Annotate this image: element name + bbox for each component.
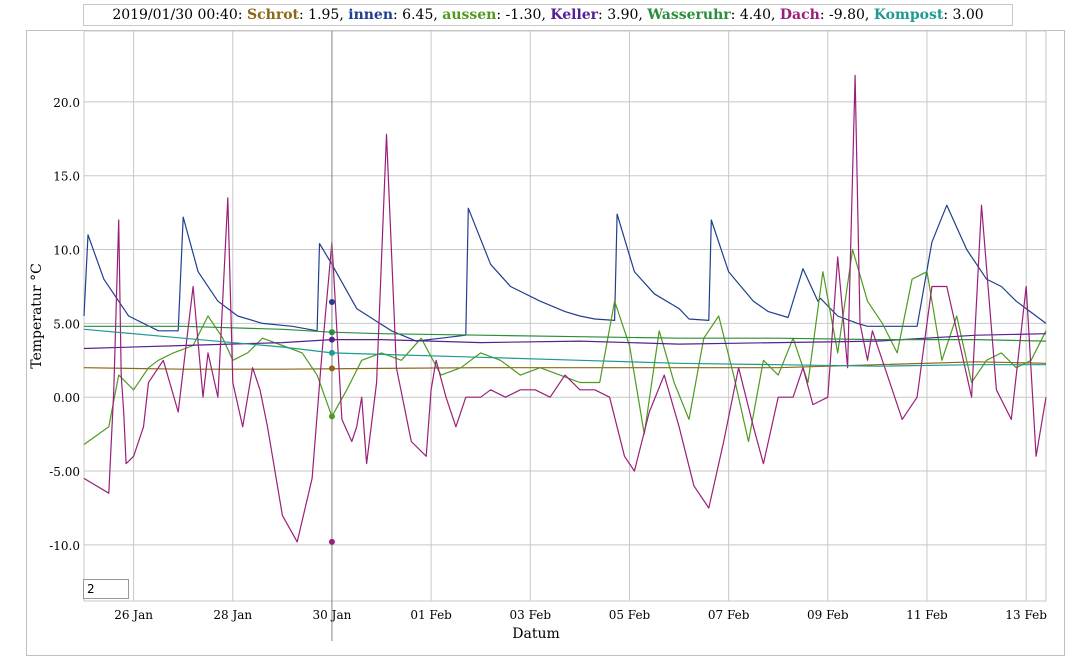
legend-item-kompost: Kompost: 3.00 bbox=[874, 7, 984, 23]
legend-value: : -1.30, bbox=[496, 7, 551, 23]
cursor-marker-kompost bbox=[328, 349, 335, 356]
legend-value: : 6.45, bbox=[393, 7, 443, 23]
legend-item-wasseruhr: Wasseruhr: 4.40, bbox=[647, 7, 780, 23]
y-tick-label: 5.00 bbox=[53, 317, 80, 331]
y-tick-label: 20.0 bbox=[53, 96, 80, 110]
legend-items: Schrot: 1.95, innen: 6.45, aussen: -1.30… bbox=[247, 7, 984, 23]
x-tick-label: 28 Jan bbox=[213, 608, 252, 622]
legend-name: aussen bbox=[442, 7, 497, 23]
y-tick-label: 15.0 bbox=[53, 170, 80, 184]
cursor-marker-wasseruhr bbox=[328, 329, 335, 336]
cursor-marker-dach bbox=[328, 538, 335, 545]
cursor bbox=[328, 31, 335, 641]
x-tick-label: 09 Feb bbox=[807, 608, 849, 622]
legend-value: : 4.40, bbox=[730, 7, 780, 23]
series-line-dach bbox=[83, 74, 1047, 543]
legend-item-innen: innen: 6.45, bbox=[348, 7, 442, 23]
y-tick-label: 0.00 bbox=[53, 391, 80, 405]
series-line-aussen bbox=[83, 248, 1047, 445]
legend-item-aussen: aussen: -1.30, bbox=[442, 7, 550, 23]
x-tick-label: 11 Feb bbox=[906, 608, 948, 622]
legend-value: : 1.95, bbox=[299, 7, 349, 23]
legend-name: Schrot bbox=[247, 7, 299, 23]
legend-value: : -9.80, bbox=[819, 7, 874, 23]
x-tick-label: 05 Feb bbox=[609, 608, 651, 622]
y-tick-label: -10.0 bbox=[49, 539, 80, 553]
axes: 20.0 15.0 10.0 5.00 0.00 -5.00 -10.0 26 Jan 28 J… bbox=[49, 96, 1047, 622]
x-tick-label: 07 Feb bbox=[708, 608, 750, 622]
cursor-marker-innen bbox=[328, 298, 335, 305]
x-tick-label: 03 Feb bbox=[510, 608, 552, 622]
legend-name: innen bbox=[348, 7, 394, 23]
rolling-period-input[interactable]: 2 bbox=[83, 579, 129, 599]
legend-item-dach: Dach: -9.80, bbox=[780, 7, 874, 23]
cursor-marker-aussen bbox=[328, 413, 335, 420]
x-tick-label: 13 Feb bbox=[1005, 608, 1047, 622]
y-tick-label: -5.00 bbox=[49, 465, 80, 479]
legend-value: : 3.90, bbox=[598, 7, 648, 23]
series-lines bbox=[83, 74, 1047, 543]
x-tick-label: 01 Feb bbox=[410, 608, 452, 622]
cursor-marker-keller bbox=[328, 336, 335, 343]
legend-name: Dach bbox=[779, 7, 820, 23]
legend-item-schrot: Schrot: 1.95, bbox=[247, 7, 348, 23]
legend-item-keller: Keller: 3.90, bbox=[550, 7, 647, 23]
x-tick-label: 30 Jan bbox=[313, 608, 352, 622]
cursor-marker-schrot bbox=[328, 365, 335, 372]
grid bbox=[83, 30, 1047, 602]
y-axis-label: Temperatur °C bbox=[29, 263, 45, 369]
x-axis-label: Datum bbox=[512, 626, 560, 642]
value-legend: 2019/01/30 00:40: Schrot: 1.95, innen: 6… bbox=[83, 4, 1013, 26]
x-tick-label: 26 Jan bbox=[114, 608, 153, 622]
series-line-wasseruhr bbox=[84, 325, 1047, 342]
series-line-kompost bbox=[83, 328, 1046, 367]
series-line-innen bbox=[83, 204, 1047, 342]
y-tick-label: 10.0 bbox=[53, 244, 80, 258]
legend-name: Kompost bbox=[873, 7, 944, 23]
legend-value: : 3.00 bbox=[943, 7, 984, 23]
plot-area bbox=[83, 30, 1047, 602]
legend-timestamp: 2019/01/30 00:40: bbox=[112, 7, 243, 23]
legend-name: Keller bbox=[550, 7, 599, 23]
series-line-schrot bbox=[83, 361, 1047, 370]
legend-name: Wasseruhr bbox=[647, 7, 731, 23]
